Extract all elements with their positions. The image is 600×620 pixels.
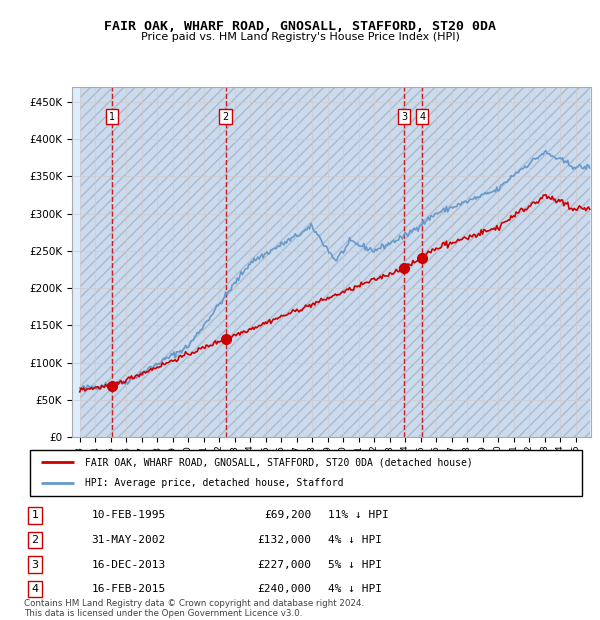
- Text: 2: 2: [31, 535, 38, 545]
- Text: £69,200: £69,200: [264, 510, 311, 521]
- Text: Contains HM Land Registry data © Crown copyright and database right 2024.
This d: Contains HM Land Registry data © Crown c…: [24, 599, 364, 618]
- Text: £240,000: £240,000: [257, 584, 311, 594]
- Text: 4% ↓ HPI: 4% ↓ HPI: [328, 535, 382, 545]
- Text: 10-FEB-1995: 10-FEB-1995: [91, 510, 166, 521]
- Text: 1: 1: [109, 112, 115, 122]
- Text: 2: 2: [223, 112, 229, 122]
- Text: 5% ↓ HPI: 5% ↓ HPI: [328, 560, 382, 570]
- FancyBboxPatch shape: [30, 450, 582, 496]
- Text: 4: 4: [419, 112, 425, 122]
- Text: FAIR OAK, WHARF ROAD, GNOSALL, STAFFORD, ST20 0DA: FAIR OAK, WHARF ROAD, GNOSALL, STAFFORD,…: [104, 20, 496, 33]
- Text: Price paid vs. HM Land Registry's House Price Index (HPI): Price paid vs. HM Land Registry's House …: [140, 32, 460, 42]
- Text: 31-MAY-2002: 31-MAY-2002: [91, 535, 166, 545]
- Text: 16-DEC-2013: 16-DEC-2013: [91, 560, 166, 570]
- Text: 4% ↓ HPI: 4% ↓ HPI: [328, 584, 382, 594]
- Text: £227,000: £227,000: [257, 560, 311, 570]
- Text: 1: 1: [31, 510, 38, 521]
- Text: 16-FEB-2015: 16-FEB-2015: [91, 584, 166, 594]
- Text: 4: 4: [31, 584, 38, 594]
- Text: £132,000: £132,000: [257, 535, 311, 545]
- Text: 11% ↓ HPI: 11% ↓ HPI: [328, 510, 389, 521]
- Text: FAIR OAK, WHARF ROAD, GNOSALL, STAFFORD, ST20 0DA (detached house): FAIR OAK, WHARF ROAD, GNOSALL, STAFFORD,…: [85, 457, 473, 467]
- Text: HPI: Average price, detached house, Stafford: HPI: Average price, detached house, Staf…: [85, 479, 344, 489]
- Text: 3: 3: [401, 112, 407, 122]
- Text: 3: 3: [31, 560, 38, 570]
